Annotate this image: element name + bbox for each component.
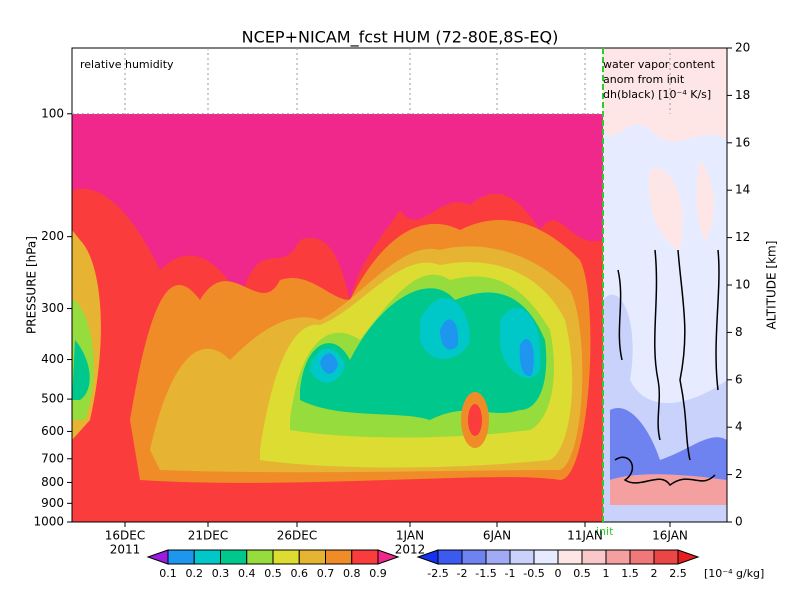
- colorbar-box: [653, 549, 679, 565]
- annotation: init: [596, 525, 614, 538]
- y2-tick-label: 6: [735, 372, 743, 386]
- annotation: relative humidity: [80, 58, 174, 71]
- colorbar-label: -1.5: [475, 567, 496, 580]
- colorbar-box: [325, 549, 353, 565]
- colorbar-label: 0.6: [291, 567, 309, 580]
- y2-tick-label: 0: [735, 515, 743, 529]
- y2-axis-title: ALTITUDE [km]: [765, 241, 779, 330]
- y2-tick-label: 16: [735, 135, 750, 149]
- colorbar-label: 0.2: [186, 567, 204, 580]
- colorbar-label: 0.5: [573, 567, 591, 580]
- colorbar-label: 2.5: [669, 567, 687, 580]
- x-tick-label: 6JAN: [483, 529, 511, 543]
- y-axis-title: PRESSURE [hPa]: [25, 236, 39, 334]
- colorbar-label: -2.5: [427, 567, 448, 580]
- colorbar-label: -1: [505, 567, 516, 580]
- colorbar-label: 0.7: [317, 567, 335, 580]
- colorbar-arrow: [146, 549, 169, 565]
- colorbar-box: [298, 549, 326, 565]
- colorbar-box: [220, 549, 248, 565]
- x-tick-label: 11JAN: [567, 529, 603, 543]
- colorbar-box: [557, 549, 583, 565]
- y2-tick-label: 18: [735, 88, 750, 102]
- y2-tick-label: 4: [735, 420, 743, 434]
- colorbar-box: [509, 549, 535, 565]
- x-tick-label: 26DEC: [277, 529, 317, 543]
- y-tick-label: 200: [41, 229, 64, 243]
- colorbar-box: [485, 549, 511, 565]
- colorbar-box: [193, 549, 221, 565]
- x-tick-label: 16DEC: [105, 529, 145, 543]
- anomaly-field: [603, 48, 727, 522]
- colorbar-box: [533, 549, 559, 565]
- y-tick-label: 900: [41, 496, 64, 510]
- annotation: dh(black) [10⁻⁴ K/s]: [603, 88, 711, 101]
- y2-tick-label: 20: [735, 41, 750, 55]
- humidity-field: [72, 114, 603, 522]
- x-tick-label: 1JAN: [396, 529, 424, 543]
- y-tick-label: 100: [41, 106, 64, 120]
- y2-tick-label: 8: [735, 325, 743, 339]
- annotation: anom from init: [603, 73, 685, 86]
- colorbar-box: [605, 549, 631, 565]
- annotation: water vapor content: [603, 58, 716, 71]
- y2-tick-label: 10: [735, 278, 750, 292]
- colorbar-label: 0.5: [264, 567, 282, 580]
- y-tick-label: 700: [41, 451, 64, 465]
- colorbar-arrow: [377, 549, 400, 565]
- colorbar-label: 2: [651, 567, 658, 580]
- colorbar-label: -2: [457, 567, 468, 580]
- colorbar-label: 1: [603, 567, 610, 580]
- colorbar-box: [351, 549, 379, 565]
- x-tick-label: 16JAN: [652, 529, 688, 543]
- y-tick-label: 800: [41, 475, 64, 489]
- colorbar-box: [167, 549, 195, 565]
- year-label: 2011: [110, 543, 141, 557]
- colorbar-box: [629, 549, 655, 565]
- colorbar-label: 0: [555, 567, 562, 580]
- colorbar-label: 0.3: [212, 567, 230, 580]
- colorbar-box: [581, 549, 607, 565]
- year-label: 2012: [395, 543, 426, 557]
- y-tick-label: 500: [41, 392, 64, 406]
- colorbar-unit: [10⁻⁴ g/kg]: [704, 567, 764, 580]
- y-tick-label: 600: [41, 424, 64, 438]
- y2-tick-label: 2: [735, 467, 743, 481]
- colorbar-box: [437, 549, 463, 565]
- colorbar-label: 0.8: [343, 567, 361, 580]
- y-tick-label: 300: [41, 301, 64, 315]
- y-tick-label: 1000: [33, 515, 64, 529]
- colorbar-label: 0.4: [238, 567, 256, 580]
- x-tick-label: 21DEC: [188, 529, 228, 543]
- chart-title: NCEP+NICAM_fcst HUM (72-80E,8S-EQ): [242, 28, 559, 48]
- colorbar-label: 1.5: [621, 567, 639, 580]
- colorbar-box: [246, 549, 274, 565]
- y2-tick-label: 12: [735, 230, 750, 244]
- colorbar-box: [272, 549, 300, 565]
- colorbar-arrow: [677, 549, 700, 565]
- colorbar-label: -0.5: [523, 567, 544, 580]
- y2-tick-label: 14: [735, 183, 750, 197]
- y-tick-label: 400: [41, 352, 64, 366]
- colorbar-label: 0.9: [369, 567, 387, 580]
- colorbar-label: 0.1: [159, 567, 177, 580]
- colorbar-box: [461, 549, 487, 565]
